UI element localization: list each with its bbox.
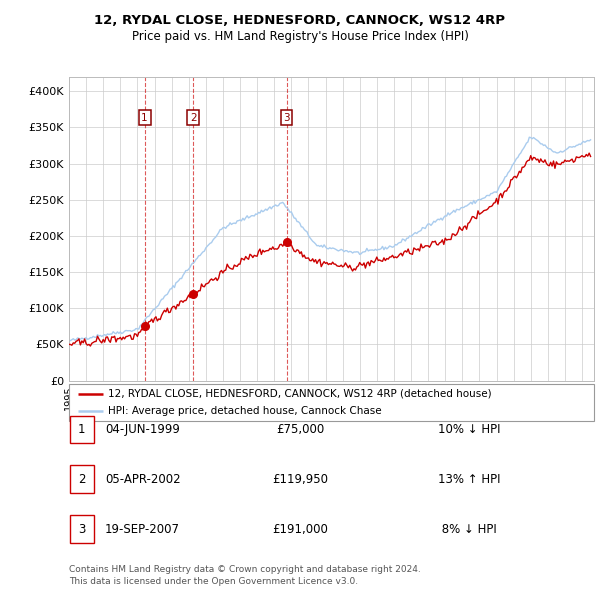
Text: 3: 3: [78, 523, 86, 536]
Text: £119,950: £119,950: [272, 473, 328, 486]
FancyBboxPatch shape: [70, 416, 94, 443]
Text: 19-SEP-2007: 19-SEP-2007: [105, 523, 180, 536]
FancyBboxPatch shape: [69, 384, 594, 421]
Text: Price paid vs. HM Land Registry's House Price Index (HPI): Price paid vs. HM Land Registry's House …: [131, 30, 469, 43]
Text: 10% ↓ HPI: 10% ↓ HPI: [438, 423, 500, 436]
Text: Contains HM Land Registry data © Crown copyright and database right 2024.
This d: Contains HM Land Registry data © Crown c…: [69, 565, 421, 586]
Text: 2: 2: [78, 473, 86, 486]
Text: £75,000: £75,000: [276, 423, 324, 436]
Text: £191,000: £191,000: [272, 523, 328, 536]
Text: 12, RYDAL CLOSE, HEDNESFORD, CANNOCK, WS12 4RP (detached house): 12, RYDAL CLOSE, HEDNESFORD, CANNOCK, WS…: [109, 389, 492, 398]
Text: HPI: Average price, detached house, Cannock Chase: HPI: Average price, detached house, Cann…: [109, 407, 382, 417]
Text: 13% ↑ HPI: 13% ↑ HPI: [438, 473, 500, 486]
Text: 8% ↓ HPI: 8% ↓ HPI: [438, 523, 497, 536]
Text: 1: 1: [141, 113, 148, 123]
FancyBboxPatch shape: [70, 466, 94, 493]
Text: 05-APR-2002: 05-APR-2002: [105, 473, 181, 486]
Text: 12, RYDAL CLOSE, HEDNESFORD, CANNOCK, WS12 4RP: 12, RYDAL CLOSE, HEDNESFORD, CANNOCK, WS…: [95, 14, 505, 27]
FancyBboxPatch shape: [70, 516, 94, 543]
Text: 04-JUN-1999: 04-JUN-1999: [105, 423, 180, 436]
Text: 3: 3: [283, 113, 290, 123]
Text: 2: 2: [190, 113, 196, 123]
Text: 1: 1: [78, 423, 86, 436]
